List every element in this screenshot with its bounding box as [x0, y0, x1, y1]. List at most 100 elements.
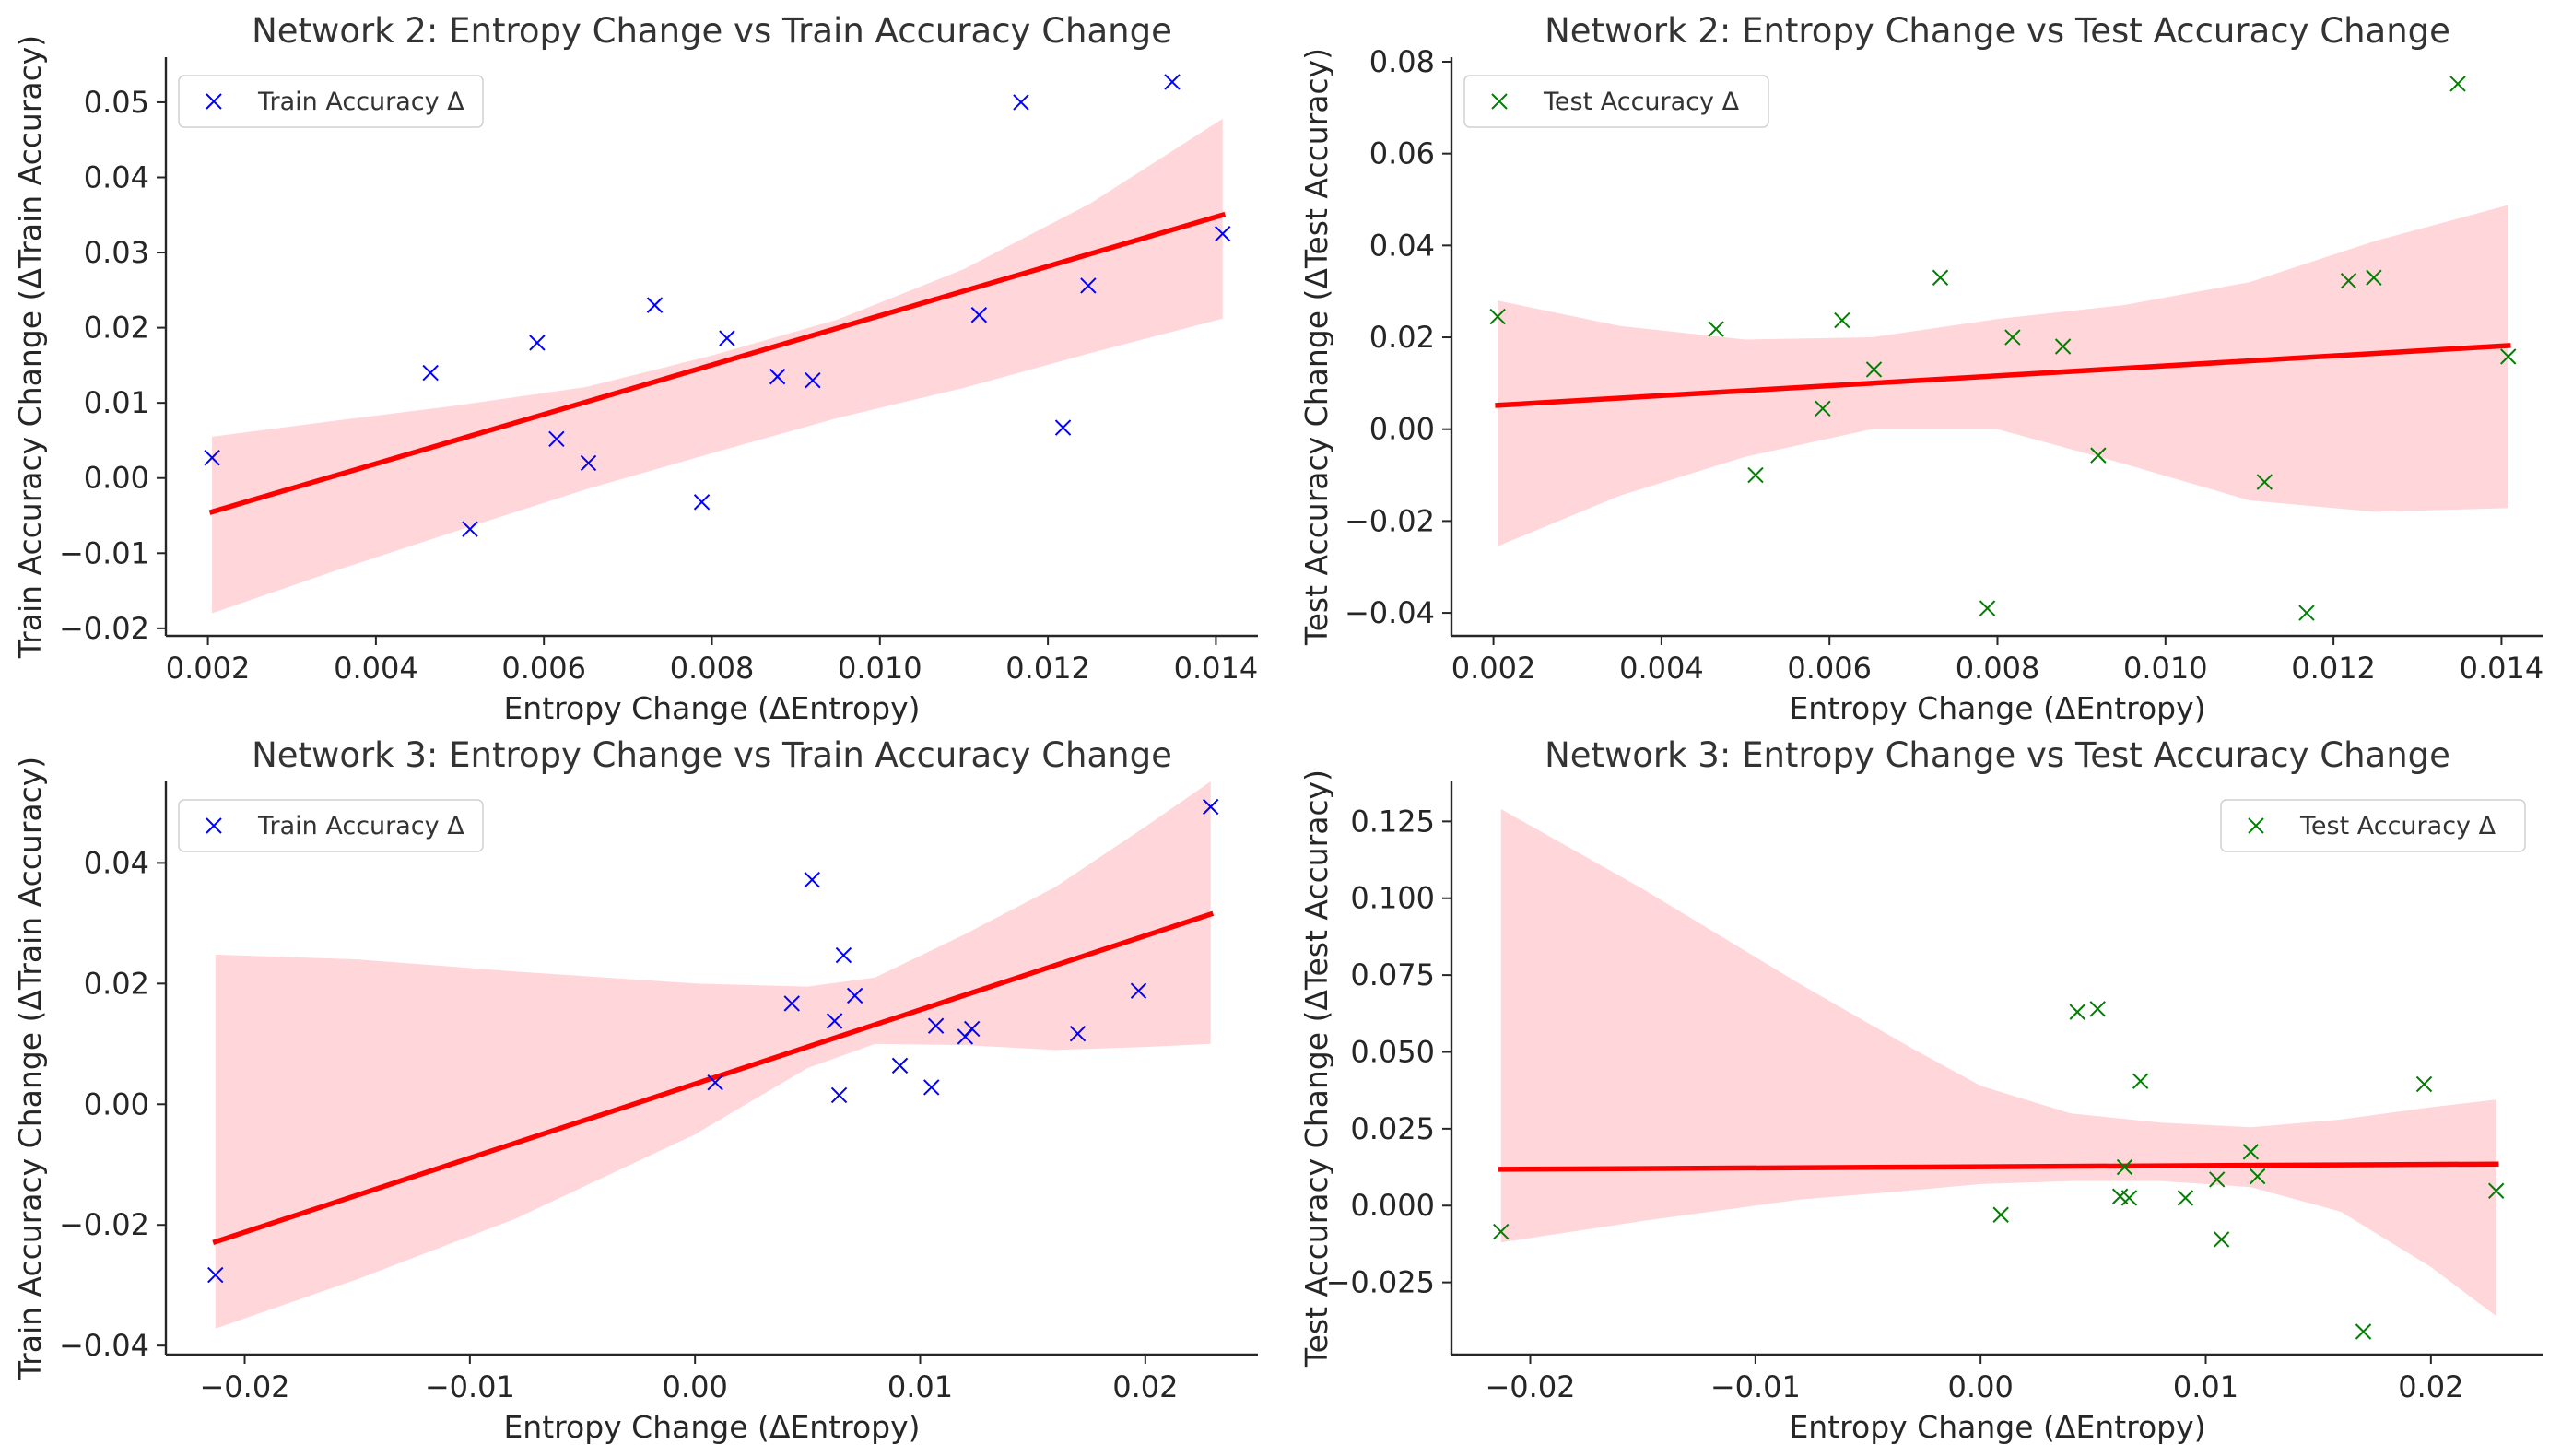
y-tick-label: −0.04 [1345, 595, 1435, 630]
regression-line [212, 910, 1215, 1246]
legend-box [178, 75, 484, 128]
y-tick-label: 0.000 [1350, 1188, 1435, 1223]
data-point [462, 521, 478, 537]
legend: Test Accuracy Δ [2220, 799, 2526, 852]
data-point [846, 987, 863, 1004]
x-tick-label: −0.01 [425, 1369, 515, 1404]
data-point [1080, 277, 1097, 294]
x-tick-label: 0.01 [887, 1369, 953, 1404]
legend: Train Accuracy Δ [178, 75, 484, 128]
y-tick-label: 0.050 [1350, 1034, 1435, 1069]
regression-line [208, 211, 1227, 515]
x-tick-label: 0.00 [1948, 1369, 2014, 1404]
x-tick-label: 0.012 [2291, 651, 2376, 686]
data-point [927, 1017, 945, 1034]
chart-panel-2: 0.002 0.004 0.006 0.008 0.010 0.012 0.014 −0.04… [1298, 11, 2543, 726]
x-tick-label: 0.00 [663, 1369, 728, 1404]
data-point [548, 430, 565, 448]
x-tick-label: 0.010 [838, 651, 922, 686]
legend-label: Test Accuracy Δ [1543, 88, 1740, 116]
x-tick-label: −0.02 [1485, 1369, 1575, 1404]
x-tick-label: 0.010 [2123, 651, 2208, 686]
data-point [693, 494, 711, 511]
legend-label: Train Accuracy Δ [257, 812, 464, 840]
data-point [1069, 1025, 1087, 1042]
x-tick-label: 0.002 [166, 651, 251, 686]
regression-line [1498, 1161, 2499, 1172]
chart-title: Network 3: Entropy Change vs Test Accura… [1545, 735, 2450, 775]
chart-title: Network 3: Entropy Change vs Train Accur… [252, 735, 1172, 775]
data-point [2132, 1073, 2149, 1089]
legend-box [178, 799, 484, 852]
y-tick-label: 0.00 [84, 1086, 149, 1121]
data-point [1215, 225, 1231, 242]
data-point [1013, 94, 1029, 111]
x-tick-label: 0.008 [1956, 651, 2040, 686]
data-point [204, 449, 220, 466]
data-point [923, 1079, 940, 1096]
x-tick-label: 0.004 [1619, 651, 1704, 686]
y-tick-label: 0.04 [1369, 228, 1435, 263]
data-point [2004, 329, 2021, 346]
data-point [2116, 1158, 2133, 1176]
data-point [2355, 1323, 2372, 1340]
data-point [769, 368, 786, 385]
data-point [2213, 1231, 2230, 1248]
legend: Train Accuracy Δ [178, 799, 484, 852]
data-point [835, 946, 852, 964]
x-tick-label: 0.004 [334, 651, 418, 686]
data-point [1865, 361, 1883, 378]
y-tick-label: −0.04 [59, 1328, 149, 1363]
y-tick-label: −0.025 [1326, 1265, 1435, 1300]
data-point [2249, 1168, 2266, 1185]
legend: Test Accuracy Δ [1463, 75, 1769, 128]
y-tick-label: −0.01 [59, 535, 149, 570]
y-tick-label: 0.02 [1369, 320, 1435, 355]
x-axis-label: Entropy Change (ΔEntropy) [503, 690, 920, 726]
y-axis-label: Test Accuracy Change (ΔTest Accuracy) [1298, 48, 1334, 646]
data-point [707, 1074, 723, 1091]
confidence-band [215, 781, 1211, 1329]
data-point [2089, 1001, 2106, 1017]
data-point [826, 1013, 843, 1029]
y-tick-label: −0.02 [1345, 503, 1435, 538]
chart-panel-4: −0.02 −0.01 0.00 0.01 0.02 −0.025 0.000 0.025 0.… [1298, 735, 2543, 1445]
x-tick-label: 0.01 [2173, 1369, 2238, 1404]
data-point [2090, 447, 2107, 464]
data-point [2054, 338, 2072, 355]
y-tick-label: 0.04 [84, 845, 149, 880]
y-tick-label: 0.125 [1350, 804, 1435, 839]
y-tick-label: 0.06 [1369, 136, 1435, 171]
x-tick-label: 0.006 [1787, 651, 1872, 686]
x-tick-label: −0.01 [1710, 1369, 1801, 1404]
data-point [804, 872, 820, 888]
x-tick-label: 0.014 [2460, 651, 2544, 686]
legend-marker [2248, 817, 2264, 834]
data-point [1164, 74, 1181, 90]
x-tick-label: 0.02 [1112, 1369, 1178, 1404]
data-point [1489, 308, 1506, 325]
data-point [2487, 1182, 2505, 1199]
data-point [2256, 474, 2273, 490]
data-point [1202, 798, 1219, 816]
data-point [1747, 466, 1764, 484]
data-point [783, 995, 800, 1012]
x-tick-label: 0.012 [1005, 651, 1090, 686]
data-point [2177, 1190, 2194, 1206]
x-tick-label: 0.002 [1451, 651, 1536, 686]
data-point [2069, 1004, 2085, 1020]
y-tick-label: 0.02 [84, 311, 149, 346]
data-point [970, 307, 988, 323]
legend-box [2220, 799, 2526, 852]
x-axis-label: Entropy Change (ΔEntropy) [1789, 1409, 2205, 1445]
data-point [719, 330, 735, 346]
y-axis-label: Train Accuracy Change (ΔTrain Accuracy) [12, 35, 48, 659]
data-point [2500, 348, 2517, 365]
y-axis-label: Test Accuracy Change (ΔTest Accuracy) [1298, 769, 1334, 1368]
chart-title: Network 2: Entropy Change vs Train Accur… [252, 11, 1172, 51]
data-point [2415, 1075, 2433, 1093]
y-tick-label: 0.04 [84, 159, 149, 194]
y-tick-label: 0.05 [84, 85, 149, 120]
data-point [805, 371, 821, 389]
